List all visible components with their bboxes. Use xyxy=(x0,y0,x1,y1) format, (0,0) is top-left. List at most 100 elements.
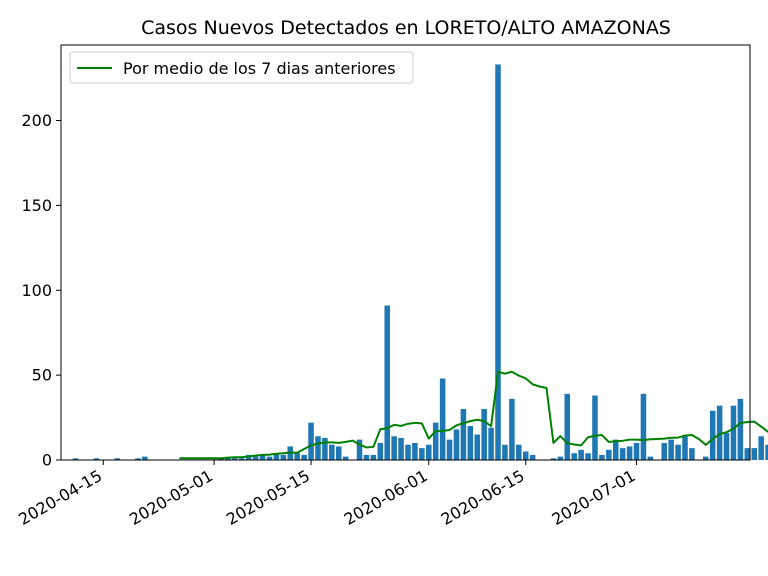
x-tick-label: 2020-07-01 xyxy=(548,466,638,529)
legend-box xyxy=(69,51,414,84)
chart-title: Casos Nuevos Detectados en LORETO/ALTO A… xyxy=(141,17,671,39)
bar xyxy=(612,439,619,460)
bar xyxy=(322,437,328,460)
bar xyxy=(723,432,730,460)
bar xyxy=(398,437,404,460)
bar xyxy=(758,436,764,460)
bar xyxy=(509,398,515,460)
x-tick-label: 2020-06-15 xyxy=(438,466,528,529)
bar xyxy=(585,453,591,460)
bar xyxy=(744,448,751,460)
bar xyxy=(550,458,557,460)
y-axis: 0 50 100 150 200 xyxy=(21,111,61,470)
bar xyxy=(564,393,571,460)
x-tick-label: 2020-05-15 xyxy=(223,466,313,529)
bar xyxy=(682,436,688,460)
bar xyxy=(495,64,501,460)
bar xyxy=(391,436,397,460)
bar xyxy=(460,409,467,460)
y-tick-label: 0 xyxy=(42,451,52,470)
legend: Por medio de los 7 dias anteriores xyxy=(69,51,414,84)
bar xyxy=(481,409,487,460)
bar xyxy=(405,444,411,460)
bar xyxy=(751,448,758,460)
bar xyxy=(232,458,238,460)
bar xyxy=(114,458,120,460)
bar xyxy=(453,429,460,460)
bar xyxy=(432,422,439,460)
bar xyxy=(239,458,245,460)
bar xyxy=(529,454,536,460)
bar xyxy=(72,458,79,460)
bar xyxy=(419,448,425,460)
moving-average-series xyxy=(179,370,768,460)
bar xyxy=(633,443,640,460)
bar xyxy=(135,458,141,460)
bar xyxy=(294,453,300,460)
bar xyxy=(765,444,768,460)
bar xyxy=(370,454,377,460)
bar xyxy=(315,436,321,460)
bar xyxy=(578,449,584,460)
bar xyxy=(716,405,723,460)
bar xyxy=(329,444,335,460)
bar xyxy=(412,443,418,460)
bar xyxy=(675,444,681,460)
bar xyxy=(467,426,474,460)
x-tick-label: 2020-06-01 xyxy=(341,466,431,529)
bar xyxy=(557,456,564,460)
bar xyxy=(426,444,432,460)
bar xyxy=(668,439,674,460)
bar xyxy=(606,449,612,460)
bar xyxy=(266,456,273,460)
bar xyxy=(308,422,314,460)
bar xyxy=(301,454,307,460)
bar xyxy=(647,456,654,460)
x-tick-label: 2020-05-01 xyxy=(126,466,216,529)
bar xyxy=(730,405,737,460)
bar xyxy=(703,456,709,460)
bar xyxy=(737,398,744,460)
bar xyxy=(377,443,384,460)
bar xyxy=(689,448,695,460)
bar xyxy=(619,448,626,460)
bar xyxy=(626,446,633,460)
bar xyxy=(335,446,342,460)
bar xyxy=(599,454,605,460)
bar xyxy=(363,454,370,460)
bar xyxy=(252,456,259,460)
y-tick-label: 50 xyxy=(32,366,52,385)
bar xyxy=(280,454,287,460)
bar xyxy=(502,444,508,460)
y-tick-label: 100 xyxy=(21,281,52,300)
bar xyxy=(474,434,481,460)
bar xyxy=(446,439,453,460)
bar xyxy=(439,378,446,460)
bar xyxy=(709,410,716,460)
bar xyxy=(93,458,100,460)
bar xyxy=(342,456,349,460)
bar xyxy=(142,456,148,460)
moving-average-line xyxy=(179,370,768,460)
bar xyxy=(640,393,647,460)
bar xyxy=(259,454,266,460)
bar xyxy=(273,453,280,460)
bar xyxy=(522,451,529,460)
bar xyxy=(384,305,390,460)
bar xyxy=(592,395,598,460)
bar-series xyxy=(72,64,768,460)
y-tick-label: 200 xyxy=(21,111,52,130)
x-axis: 2020-04-15 2020-05-01 2020-05-15 2020-06-01… xyxy=(15,460,639,529)
bar xyxy=(488,427,494,460)
bar xyxy=(661,443,667,460)
bar xyxy=(356,439,363,460)
bar xyxy=(516,444,522,460)
bar xyxy=(225,458,231,460)
bar xyxy=(571,453,577,460)
plot-frame xyxy=(60,44,751,461)
legend-label: Por medio de los 7 dias anteriores xyxy=(123,59,396,78)
x-tick-label: 2020-04-15 xyxy=(15,466,105,529)
y-tick-label: 150 xyxy=(21,196,52,215)
bar xyxy=(245,454,252,460)
